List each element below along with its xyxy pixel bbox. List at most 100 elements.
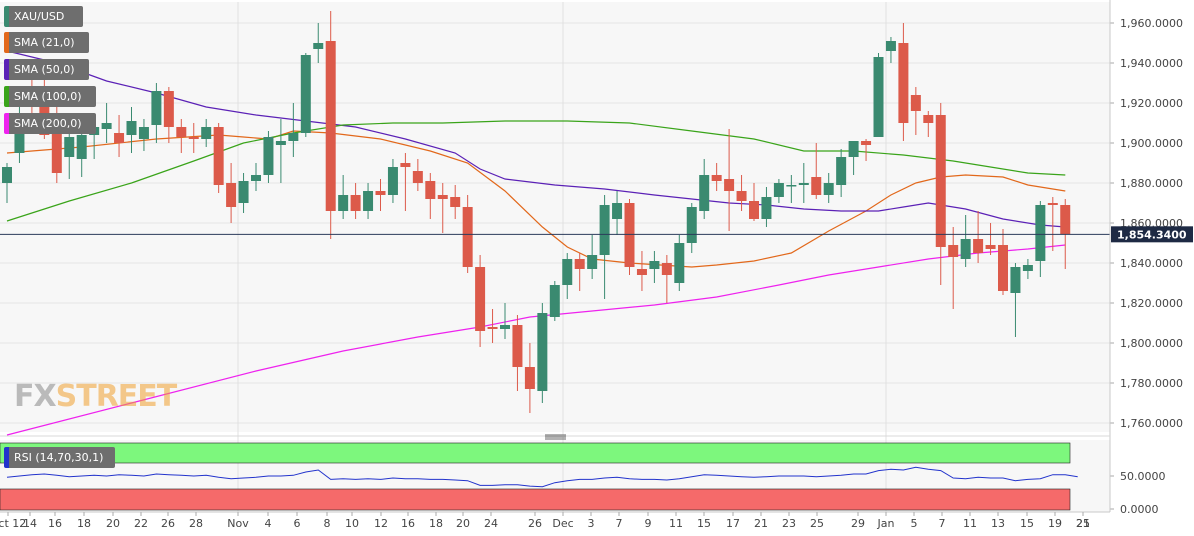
rsi-overbought-zone [0,442,1071,464]
time-tick-label: 7 [616,517,623,530]
candle-body [350,195,361,211]
time-tick-label: 14 [23,517,37,530]
legend-sma-100[interactable]: SMA (100,0) [4,86,96,107]
legend-sma-21[interactable]: SMA (21,0) [4,32,89,53]
candle-body [923,115,934,123]
candle-body [238,181,249,203]
time-tick-label: 9 [645,517,652,530]
main-panel-background [0,2,1110,432]
fxstreet-logo: FXSTREET [14,379,177,414]
time-tick-label: 26 [161,517,175,530]
candle [836,149,847,197]
rsi-zones [0,442,1071,511]
candle-body [624,203,635,267]
candle-body [500,325,510,329]
candle-body [437,195,448,199]
candle [375,179,386,211]
candle-body [798,183,809,185]
candle [910,87,921,135]
candle-body [873,57,884,137]
candle-body [325,41,336,211]
candle-body [686,207,697,243]
candle [201,119,212,147]
candle-body [898,43,909,123]
time-tick-label: 23 [782,517,796,530]
rsi-line [6,466,1078,488]
last-price-label: 1,854.3400 [1117,228,1187,241]
candle-body [636,269,647,275]
time-tick-label: 13 [991,517,1005,530]
pane-resize-handle[interactable] [545,434,566,440]
candle-body [1060,205,1071,235]
candle-body [375,191,386,195]
candle-body [138,127,149,139]
candle [1010,263,1021,337]
candle [400,153,411,211]
candle-body [14,119,25,153]
rsi-tick-label: 50.0000 [1120,470,1166,483]
candle-body [948,245,959,257]
candle [724,129,735,231]
candle-body [76,135,87,159]
price-tick-label: 1,800.0000 [1120,337,1183,350]
legend-rsi[interactable]: RSI (14,70,30,1) [4,447,115,468]
time-tick-label: 16 [48,517,62,530]
candle [251,163,261,191]
candle-body [425,181,436,199]
candle [1022,259,1033,279]
candle [674,235,685,291]
candle [300,53,311,137]
price-tick-label: 1,840.0000 [1120,257,1183,270]
time-tick-label: 24 [484,517,498,530]
last-price-badge [1111,226,1193,243]
candle-body [985,245,996,249]
candle [226,163,237,223]
candle [898,23,909,141]
candle [101,103,112,143]
candle-body [861,141,872,145]
candle-body [749,201,759,219]
candle-body [811,177,822,195]
candle [861,139,872,161]
time-tick-label: 22 [134,517,148,530]
price-tick-label: 1,760.0000 [1120,417,1183,430]
time-tick-label: 16 [401,517,415,530]
candle [848,141,859,175]
candle-body [151,91,162,125]
candle [562,253,573,299]
candle-body [736,191,747,201]
legend-sma-50[interactable]: SMA (50,0) [4,59,89,80]
sma-50-line [6,50,1066,228]
time-tick-label: 19 [1048,517,1062,530]
candle-body [39,87,50,135]
candle [500,303,510,339]
candle [288,103,299,157]
candle-body [176,127,187,137]
symbol-legend[interactable]: XAU/USD [4,6,83,27]
candle-body [562,259,573,285]
candle-body [724,179,735,191]
candle-body [699,175,710,211]
candle [524,343,535,413]
candle [624,199,635,275]
candle-body [786,185,797,187]
price-tick-label: 1,780.0000 [1120,377,1183,390]
candle [1047,197,1058,251]
legend-sma-200[interactable]: SMA (200,0) [4,113,96,134]
candle-body [1047,203,1058,205]
candle [811,143,822,199]
price-tick-label: 1,940.0000 [1120,57,1183,70]
candle-body [574,259,585,269]
time-tick-label: 4 [265,517,272,530]
candle [163,87,174,143]
time-tick-label: 3 [588,517,595,530]
candle [450,185,461,219]
rsi-tick-label: 0.0000 [1120,503,1159,516]
candle-body [338,195,349,211]
candle [873,53,884,137]
time-tick-label: Nov [227,517,249,530]
candle-body [226,183,237,207]
candle [512,315,523,391]
candle-body [263,137,274,175]
candle [749,183,759,221]
